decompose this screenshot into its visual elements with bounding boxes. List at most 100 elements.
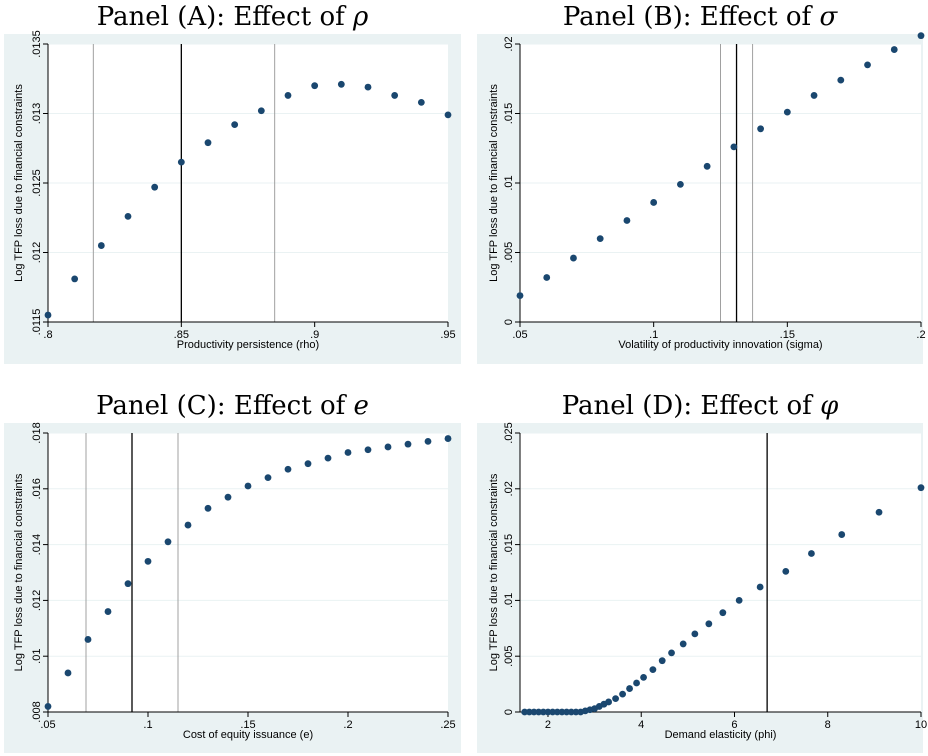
panel-a-data-point-2 — [97, 242, 105, 249]
panel-b-data-point-3 — [596, 235, 604, 243]
panel-b-data-point-1 — [543, 274, 551, 281]
panel-b-title: Panel (B): Effect of σ — [477, 2, 923, 32]
panel-d-data-point-26 — [668, 649, 675, 657]
panel-c-y-tick-label-2: .012 — [31, 590, 43, 611]
panel-a-data-point-12 — [364, 83, 372, 91]
panel-d-data-point-25 — [658, 657, 666, 665]
panel-d-data-point-24 — [649, 666, 657, 673]
panel-d-data-point-30 — [719, 609, 727, 617]
panel-c-data-point-11 — [264, 474, 272, 482]
panel-d-x-tick-label-2: 6 — [731, 719, 737, 731]
panel-d-x-axis-label: Demand elasticity (phi) — [665, 729, 777, 741]
panel-d-data-point-3 — [535, 708, 543, 716]
panel-d-data-point-32 — [756, 583, 764, 591]
panel-d-data-point-31 — [735, 597, 743, 604]
panel-c-x-tick-label-1: .1 — [143, 719, 152, 731]
panel-b-data-point-11 — [810, 92, 818, 99]
panel-d-data-point-5 — [544, 708, 552, 716]
panel-a-x-tick-label-2: .9 — [310, 329, 319, 341]
panel-a-y-tick-label-1: .012 — [31, 242, 43, 263]
panel-c-data-point-0 — [44, 703, 52, 710]
panel-b-x-tick-label-0: .05 — [512, 329, 527, 341]
panel-b-data-point-13 — [864, 61, 871, 69]
panel-b-y-tick-label-2: .01 — [503, 175, 515, 190]
panel-c-y-tick-label-4: .016 — [31, 478, 43, 499]
panel-d-data-point-9 — [563, 708, 571, 716]
panel-c-x-axis-label: Cost of equity issuance (e) — [183, 729, 313, 741]
panel-a-data-point-6 — [204, 139, 212, 147]
panel-d-y-tick-label-1: .005 — [503, 645, 515, 666]
panel-b-data-point-2 — [570, 254, 577, 262]
panel-c-data-point-17 — [384, 443, 392, 451]
panel-d-x-tick-label-3: 8 — [825, 719, 831, 731]
panel-d-y-tick-label-5: .025 — [503, 422, 515, 443]
panel-c-y-tick-label-3: .014 — [31, 534, 43, 555]
panel-a-data-point-8 — [257, 107, 265, 115]
panel-a-y-tick-label-2: .0125 — [31, 169, 43, 197]
panel-a-y-tick-label-4: .0135 — [31, 30, 43, 58]
panel-d-x-tick-label-4: 10 — [915, 719, 927, 731]
panel-d-y-tick-label-3: .015 — [503, 534, 515, 555]
panel-c-data-point-6 — [164, 538, 172, 546]
panel-c-data-point-2 — [84, 636, 92, 643]
panel-a-x-axis-label: Productivity persistence (rho) — [177, 339, 319, 351]
panel-a-title-symbol: ρ — [352, 2, 369, 32]
panel-b-title-text: Panel (B): Effect of — [562, 2, 820, 32]
panel-c-data-point-5 — [144, 557, 152, 565]
panel-d-data-point-8 — [558, 708, 566, 716]
panel-a-data-point-5 — [177, 158, 185, 166]
panel-d-data-point-28 — [691, 630, 699, 638]
panel-d-title-text: Panel (D): Effect of — [561, 391, 821, 421]
panel-a-data-point-13 — [391, 92, 399, 99]
panel-b-y-tick-label-0: 0 — [503, 319, 515, 325]
panel-c-data-point-3 — [104, 608, 112, 615]
panel-d-data-point-35 — [838, 531, 846, 538]
panel-b-data-point-12 — [837, 76, 845, 84]
panel-c-data-point-18 — [404, 440, 412, 448]
panel-c-data-point-1 — [64, 669, 72, 677]
panel-a-y-tick-label-3: .013 — [31, 103, 43, 124]
panel-b-y-tick-label-3: .015 — [503, 103, 515, 124]
panel-c-y-axis-label: Log TFP loss due to financial constraint… — [13, 473, 25, 671]
panel-c-title-symbol: e — [353, 391, 369, 421]
panel-c-data-point-19 — [424, 437, 432, 445]
panel-b-data-point-15 — [917, 32, 925, 40]
panel-d-title: Panel (D): Effect of φ — [477, 391, 923, 421]
panel-c-y-tick-label-0: .008 — [31, 701, 43, 722]
panel-d-data-point-21 — [626, 685, 633, 692]
panel-c-data-point-4 — [124, 580, 132, 588]
panel-d-y-tick-label-4: .02 — [503, 481, 515, 496]
panel-c-x-tick-label-2: .15 — [240, 719, 255, 731]
panel-d-data-point-34 — [808, 550, 815, 557]
panel-c-data-point-12 — [284, 465, 292, 473]
panel-d-data-point-7 — [553, 708, 561, 716]
panel-b-y-tick-label-4: .02 — [503, 36, 515, 51]
panel-d-data-point-37 — [917, 484, 925, 492]
panel-a-data-point-9 — [284, 92, 292, 99]
panel-a-x-tick-label-3: .95 — [440, 329, 455, 341]
panel-c-data-point-20 — [444, 435, 452, 442]
panel-c-title: Panel (C): Effect of e — [4, 391, 461, 421]
panel-b-title-symbol: σ — [819, 2, 838, 32]
panel-a-data-point-4 — [151, 183, 159, 191]
panel-c-data-point-9 — [224, 493, 232, 501]
panel-c-plot-area — [48, 433, 448, 712]
panel-d-data-point-23 — [640, 674, 647, 681]
panel-c-y-tick-label-5: .018 — [31, 422, 43, 443]
panel-c-data-point-14 — [324, 454, 332, 462]
panel-c-x-tick-label-0: .05 — [40, 719, 55, 731]
panel-d-data-point-11 — [572, 708, 580, 716]
panel-d-data-point-20 — [619, 690, 626, 698]
panel-a-data-point-7 — [231, 121, 239, 129]
panel-c-data-point-7 — [184, 521, 192, 529]
panel-a-data-point-14 — [417, 98, 425, 106]
panel-c-data-point-13 — [304, 460, 312, 468]
panel-d-data-point-36 — [875, 508, 883, 516]
panel-b-data-point-8 — [730, 143, 738, 151]
panel-d-title-symbol: φ — [820, 391, 839, 421]
panel-a-data-point-1 — [71, 275, 79, 283]
panel-b-data-point-9 — [757, 125, 764, 133]
panel-d-data-point-2 — [530, 708, 538, 716]
panel-d-data-point-6 — [549, 708, 557, 716]
